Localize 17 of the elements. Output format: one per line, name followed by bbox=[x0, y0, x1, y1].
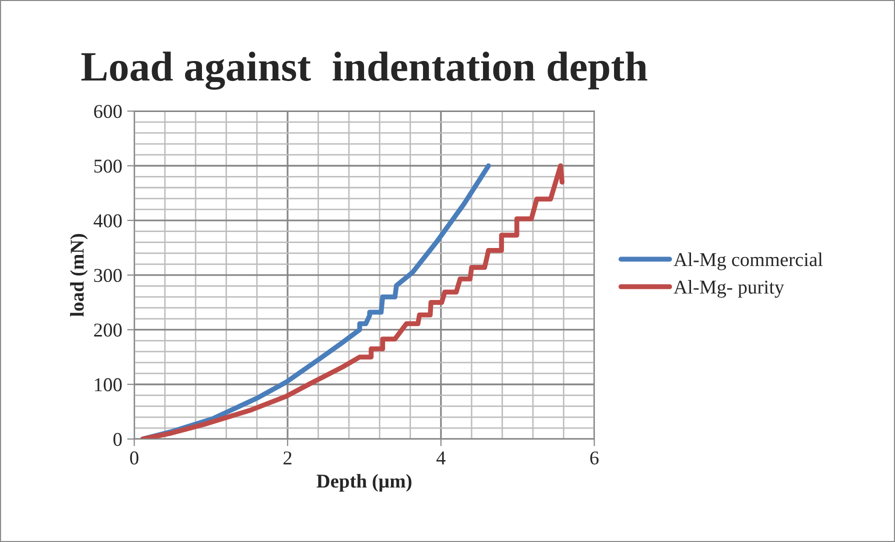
x-tick-label: 4 bbox=[436, 452, 446, 464]
legend-label: Al-Mg- purity bbox=[674, 280, 784, 298]
y-axis-title: load (mN) bbox=[70, 234, 88, 317]
x-tick-label: 6 bbox=[590, 451, 599, 465]
chart-title: Load against indentation depth bbox=[81, 52, 648, 90]
x-axis-title: Depth (µm) bbox=[316, 474, 412, 492]
y-tick-label: 0 bbox=[113, 432, 122, 446]
legend-label: Al-Mg commercial bbox=[674, 252, 823, 270]
y-tick-label: 300 bbox=[94, 268, 122, 282]
y-tick-label: 200 bbox=[94, 324, 122, 337]
line-series bbox=[140, 163, 565, 440]
x-tick-label: 2 bbox=[284, 451, 292, 464]
y-tick-label: 500 bbox=[94, 160, 122, 173]
y-tick-label: 100 bbox=[94, 378, 122, 392]
x-tick-label: 0 bbox=[130, 451, 138, 465]
y-tick-label: 600 bbox=[94, 104, 122, 118]
y-tick-label: 400 bbox=[94, 214, 122, 228]
